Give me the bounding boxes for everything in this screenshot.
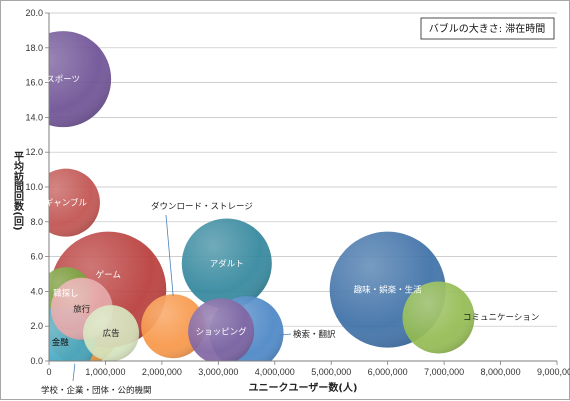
- x-tick-label: 0: [46, 367, 51, 377]
- bubble-label: ショッピング: [196, 326, 248, 337]
- label-leader-line: [72, 363, 76, 382]
- bubble-layer: [49, 31, 475, 361]
- y-tick-label: 4.0: [30, 286, 43, 296]
- axes: 0.0 2.0 4.0 6.0 8.0 10.0 12.0 14.0 16.0 18.0 20.0 0…: [25, 8, 570, 377]
- y-tick-label: 8.0: [30, 217, 43, 227]
- bubble-label: 趣味・娯楽・生活: [354, 285, 423, 296]
- y-tick-label: 14.0: [25, 112, 43, 122]
- y-tick-label: 16.0: [25, 78, 43, 88]
- bubble-label: 旅行: [73, 304, 91, 315]
- y-tick-label: 10.0: [25, 182, 43, 192]
- x-tick-label: 4,000,000: [255, 367, 295, 377]
- bubble-label: ダウンロード・ストレージ: [151, 201, 253, 212]
- x-tick-label: 3,000,000: [198, 367, 238, 377]
- bubble-highlight: [181, 218, 272, 309]
- y-tick-label: 2.0: [30, 321, 43, 331]
- y-tick-label: 18.0: [25, 43, 43, 53]
- bubble-label: ギャンブル: [45, 198, 88, 209]
- bubble-label: コミュニケーション: [463, 313, 539, 323]
- bubble-highlight: [49, 31, 112, 128]
- bubble-label: ゲーム: [96, 270, 121, 281]
- x-axis-title: ユニークユーザー数(人): [249, 381, 358, 394]
- x-tick-label: 7,000,000: [424, 367, 464, 377]
- bubble-label: 学校・企業・団体・公的機関: [41, 385, 152, 396]
- bubble-label: スポーツ: [46, 75, 80, 85]
- bubble-highlight: [83, 305, 140, 361]
- bubble-label: アダルト: [210, 259, 244, 270]
- x-tick-label: 5,000,000: [311, 367, 351, 377]
- y-axis-title: 平均訪問回数(回): [12, 151, 24, 230]
- y-tick-label: 6.0: [30, 252, 43, 262]
- bubble-label: 広告: [103, 328, 120, 339]
- bubble-label: 職探し: [53, 288, 79, 299]
- label-leader-line: [165, 214, 174, 297]
- bubble-label: 金融: [52, 337, 70, 348]
- x-tick-label: 9,000,000: [537, 367, 570, 377]
- x-tick-label: 2,000,000: [142, 367, 182, 377]
- x-tick-label: 1,000,000: [85, 367, 125, 377]
- y-tick-label: 20.0: [25, 8, 43, 18]
- bubble-highlight: [402, 281, 475, 354]
- x-tick-label: 8,000,000: [481, 367, 521, 377]
- legend-box: バブルの大きさ: 滞在時間: [420, 17, 555, 40]
- bubble-highlight: [188, 298, 255, 361]
- label-leader-line: [279, 333, 292, 336]
- y-tick-label: 0.0: [30, 356, 43, 366]
- bubble-highlight: [141, 294, 206, 359]
- x-tick-label: 6,000,000: [368, 367, 408, 377]
- bubble-highlight: [49, 168, 100, 237]
- legend-text: バブルの大きさ: 滞在時間: [429, 22, 546, 35]
- y-tick-label: 12.0: [25, 147, 43, 157]
- bubble-label: 検索・翻訳: [293, 329, 336, 340]
